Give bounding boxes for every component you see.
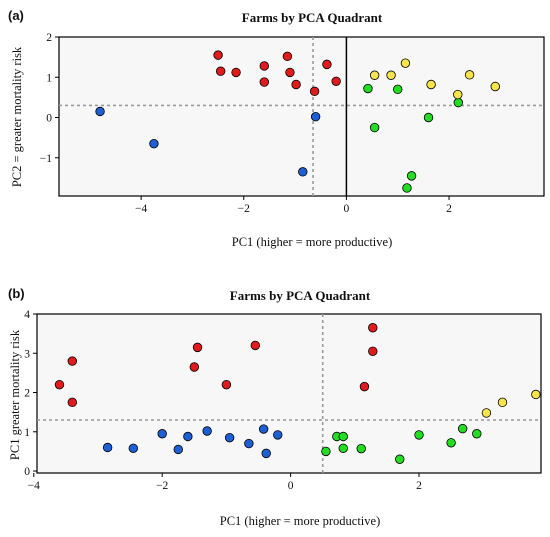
data-point-green: [393, 84, 403, 95]
data-point-green: [338, 443, 348, 453]
data-point-yellow: [490, 81, 500, 92]
data-point-red: [189, 362, 199, 372]
data-point-yellow: [464, 70, 475, 80]
data-point-red: [67, 397, 78, 408]
data-point-red: [291, 79, 301, 90]
x-tick-label: −2: [238, 203, 250, 215]
x-axis-label-a: PC1 (higher = more productive): [232, 235, 393, 249]
data-point-red: [54, 379, 65, 390]
data-point-yellow: [497, 397, 508, 408]
y-tick-label: 1: [46, 72, 52, 84]
data-point-green: [363, 83, 373, 94]
data-point-red: [368, 323, 378, 333]
x-tick-label: −4: [28, 480, 40, 492]
y-tick-label: −1: [40, 153, 52, 165]
x-axis-label-b: PC1 (higher = more productive): [220, 514, 381, 528]
data-point-blue: [173, 444, 183, 455]
data-point-green: [423, 112, 434, 123]
plot-area-b: [36, 313, 542, 474]
y-tick-label: 3: [24, 348, 30, 360]
data-point-green: [453, 97, 463, 108]
data-point-yellow: [386, 70, 396, 80]
chart-title-b: Farms by PCA Quadrant: [230, 288, 371, 303]
chart-panel-b: (b) Farms by PCA Quadrant −4 −2 0 2 0 1 2 3 4 PC…: [8, 286, 542, 528]
data-point-yellow: [531, 389, 541, 400]
data-point-blue: [298, 167, 308, 177]
data-point-red: [192, 342, 203, 353]
data-point-blue: [261, 448, 271, 459]
data-point-blue: [310, 112, 321, 122]
y-tick-label: 2: [24, 388, 30, 400]
y-tick-label: 0: [46, 113, 52, 125]
chart-title-a: Farms by PCA Quadrant: [242, 10, 383, 25]
data-point-green: [395, 454, 405, 464]
data-point-blue: [157, 429, 167, 439]
scatter-points-a: [95, 50, 500, 193]
data-point-yellow: [481, 408, 492, 418]
reference-lines-b: [37, 314, 541, 473]
x-tick-label: 0: [288, 480, 294, 492]
data-point-blue: [95, 106, 105, 117]
data-point-green: [446, 438, 456, 448]
axis-ticks-a: −4 −2 0 2 −1 0 1 2: [40, 32, 452, 215]
y-tick-label: 4: [24, 309, 30, 321]
data-point-blue: [244, 438, 254, 449]
data-point-yellow: [400, 58, 411, 68]
data-point-green: [356, 443, 366, 454]
x-tick-label: −4: [135, 203, 147, 215]
chart-panel-a: (a) Farms by PCA Quadrant −4 −2 0 2 −1 0 1 2 PC…: [8, 8, 545, 249]
data-point-red: [67, 356, 78, 366]
data-point-red: [215, 66, 226, 76]
data-point-red: [221, 379, 232, 390]
data-point-red: [250, 340, 260, 351]
data-point-yellow: [369, 70, 380, 80]
data-point-red: [322, 59, 332, 70]
data-point-green: [457, 423, 468, 434]
x-tick-label: −2: [156, 480, 168, 492]
data-point-green: [369, 122, 380, 133]
data-point-blue: [183, 431, 193, 442]
data-point-red: [231, 67, 241, 78]
data-point-red: [368, 346, 378, 356]
data-point-yellow: [426, 79, 436, 90]
panel-label-b: (b): [8, 286, 25, 301]
data-point-green: [414, 430, 424, 440]
y-tick-label: 0: [24, 466, 30, 478]
data-point-red: [285, 67, 295, 78]
data-point-blue: [224, 432, 235, 443]
x-tick-label: 2: [416, 480, 422, 492]
x-tick-label: 2: [446, 203, 452, 215]
data-point-green: [402, 183, 412, 193]
data-point-red: [359, 381, 370, 392]
y-tick-label: 2: [46, 32, 52, 44]
y-tick-label: 1: [24, 427, 30, 439]
data-point-red: [309, 86, 320, 97]
data-point-blue: [128, 443, 139, 453]
data-point-red: [259, 61, 269, 71]
data-point-blue: [202, 426, 212, 436]
panel-label-a: (a): [8, 8, 24, 23]
data-point-green: [338, 431, 348, 442]
axis-ticks-b: −4 −2 0 2 0 1 2 3 4: [24, 309, 422, 492]
data-point-blue: [258, 424, 269, 434]
y-axis-label-b: PC1 greater mortality risk: [8, 329, 22, 460]
data-point-blue: [102, 442, 113, 453]
y-axis-label-a: PC2 = greater mortality risk: [10, 46, 24, 187]
data-point-red: [213, 50, 223, 60]
x-tick-label: 0: [344, 203, 350, 215]
data-point-green: [472, 429, 482, 439]
data-point-green: [321, 446, 331, 457]
data-point-yellow: [453, 89, 463, 100]
scatter-points-b: [54, 323, 541, 464]
data-point-blue: [273, 430, 283, 440]
data-point-blue: [149, 138, 159, 149]
data-point-red: [259, 77, 269, 87]
data-point-green: [406, 171, 417, 181]
data-point-red: [282, 51, 293, 62]
data-point-red: [331, 76, 341, 86]
